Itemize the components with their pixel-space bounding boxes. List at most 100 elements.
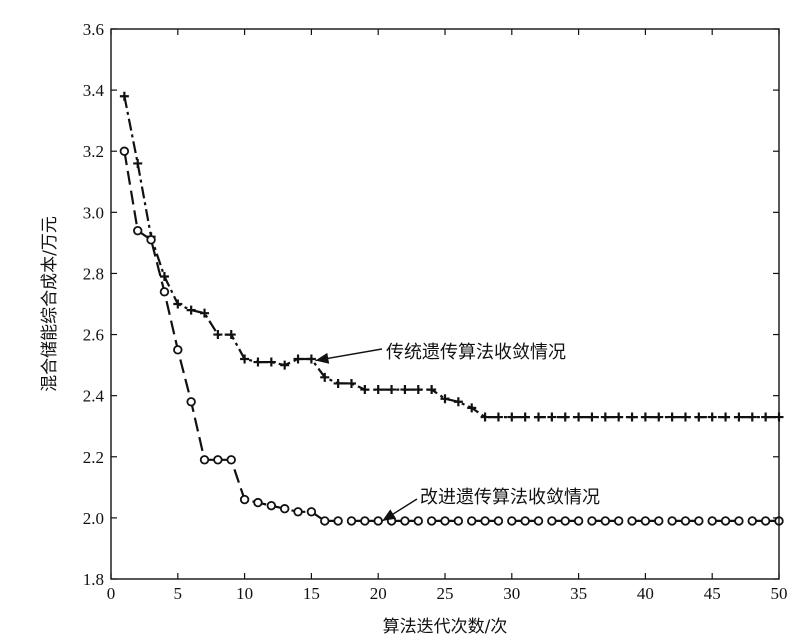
plot-area — [111, 29, 779, 579]
point-plus-marker — [240, 354, 250, 364]
x-tick-label: 10 — [236, 584, 253, 603]
y-axis-title: 混合储能综合成本/万元 — [40, 216, 60, 392]
point-circle-marker — [654, 516, 664, 526]
point-plus-marker — [159, 272, 169, 281]
point-circle-marker — [213, 455, 223, 465]
y-tick-label: 3.0 — [83, 203, 104, 222]
y-tick-label: 3.2 — [83, 142, 104, 161]
point-plus-marker — [427, 385, 437, 395]
point-circle-marker — [707, 516, 717, 526]
point-circle-marker — [373, 516, 383, 526]
point-plus-marker — [547, 412, 557, 422]
point-plus-marker — [493, 412, 503, 422]
point-circle-marker — [480, 516, 490, 526]
x-tick-label: 15 — [303, 584, 320, 603]
y-tick-label: 2.6 — [83, 326, 104, 345]
point-circle-marker — [306, 507, 317, 517]
point-circle-marker — [493, 516, 504, 526]
point-circle-marker — [279, 504, 290, 514]
point-circle-marker — [346, 516, 357, 526]
point-circle-marker — [426, 516, 437, 526]
annotation-arrows — [315, 348, 418, 522]
point-plus-marker — [480, 412, 490, 422]
point-plus-marker — [654, 412, 664, 422]
point-circle-marker — [453, 516, 464, 526]
y-tick-label: 2.4 — [83, 387, 105, 406]
point-plus-marker — [133, 158, 143, 168]
y-tick-label: 1.8 — [83, 570, 104, 589]
point-plus-marker — [614, 412, 624, 422]
point-plus-marker — [186, 305, 196, 315]
point-circle-marker — [159, 287, 170, 297]
y-tick-label: 2.2 — [83, 448, 104, 467]
x-tick-label: 30 — [503, 584, 520, 603]
point-plus-marker — [667, 412, 677, 422]
point-plus-marker — [467, 403, 477, 413]
point-plus-marker — [627, 412, 637, 422]
x-axis-title: 算法迭代次数/次 — [383, 617, 508, 637]
point-circle-marker — [467, 516, 477, 526]
point-plus-marker — [707, 412, 717, 422]
arrow-improved-head — [382, 509, 397, 521]
point-plus-marker — [520, 412, 530, 422]
point-circle-marker — [266, 500, 277, 511]
point-circle-marker — [547, 516, 557, 526]
point-circle-marker — [694, 516, 704, 526]
point-plus-marker — [560, 412, 570, 422]
point-circle-marker — [680, 516, 691, 526]
point-circle-marker — [253, 497, 263, 508]
x-tick-label: 40 — [637, 584, 654, 603]
point-circle-marker — [440, 516, 450, 526]
point-plus-marker — [640, 412, 650, 422]
y-tick-label: 2.0 — [83, 509, 104, 528]
point-plus-marker — [747, 412, 757, 422]
point-circle-marker — [293, 507, 303, 517]
point-plus-marker — [320, 372, 330, 382]
point-plus-marker — [253, 357, 263, 367]
y-tick-label: 3.4 — [83, 81, 105, 100]
point-circle-marker — [320, 516, 330, 526]
point-circle-marker — [413, 516, 423, 526]
point-plus-marker — [280, 360, 290, 370]
annotation-improved-label: 改进遗传算法收敛情况 — [420, 487, 600, 508]
x-tick-label: 50 — [771, 584, 788, 603]
point-plus-marker — [213, 330, 223, 340]
point-plus-marker — [266, 357, 276, 367]
point-circle-marker — [239, 494, 250, 505]
point-plus-marker — [360, 385, 370, 395]
point-circle-marker — [226, 455, 236, 465]
point-circle-marker — [627, 516, 637, 526]
point-circle-marker — [560, 516, 570, 526]
point-circle-marker — [587, 516, 597, 526]
point-plus-marker — [200, 308, 210, 318]
point-circle-marker — [747, 516, 757, 526]
x-tick-label: 5 — [174, 584, 183, 603]
point-circle-marker — [533, 516, 544, 526]
point-plus-marker — [373, 385, 383, 395]
point-plus-marker — [574, 412, 584, 422]
x-tick-label: 20 — [370, 584, 387, 603]
point-plus-marker — [333, 378, 343, 388]
x-tick-label: 45 — [704, 584, 721, 603]
point-circle-marker — [199, 455, 210, 465]
point-plus-marker — [600, 412, 610, 422]
point-plus-marker — [346, 378, 356, 388]
point-plus-marker — [694, 412, 704, 422]
point-plus-marker — [173, 299, 183, 309]
y-tick-label: 3.6 — [83, 20, 104, 39]
x-tick-label: 0 — [107, 584, 116, 603]
y-tick-label: 2.8 — [83, 264, 104, 283]
point-circle-marker — [720, 516, 731, 526]
series-line-traditional — [123, 95, 779, 419]
x-tick-label: 35 — [570, 584, 587, 603]
point-circle-marker — [133, 225, 143, 236]
point-circle-marker — [333, 516, 343, 526]
point-plus-marker — [587, 412, 597, 422]
point-plus-marker — [293, 354, 303, 364]
point-plus-marker — [400, 385, 410, 395]
point-plus-marker — [413, 385, 423, 395]
point-circle-marker — [186, 397, 196, 407]
point-plus-marker — [453, 397, 463, 407]
point-circle-marker — [400, 516, 410, 526]
